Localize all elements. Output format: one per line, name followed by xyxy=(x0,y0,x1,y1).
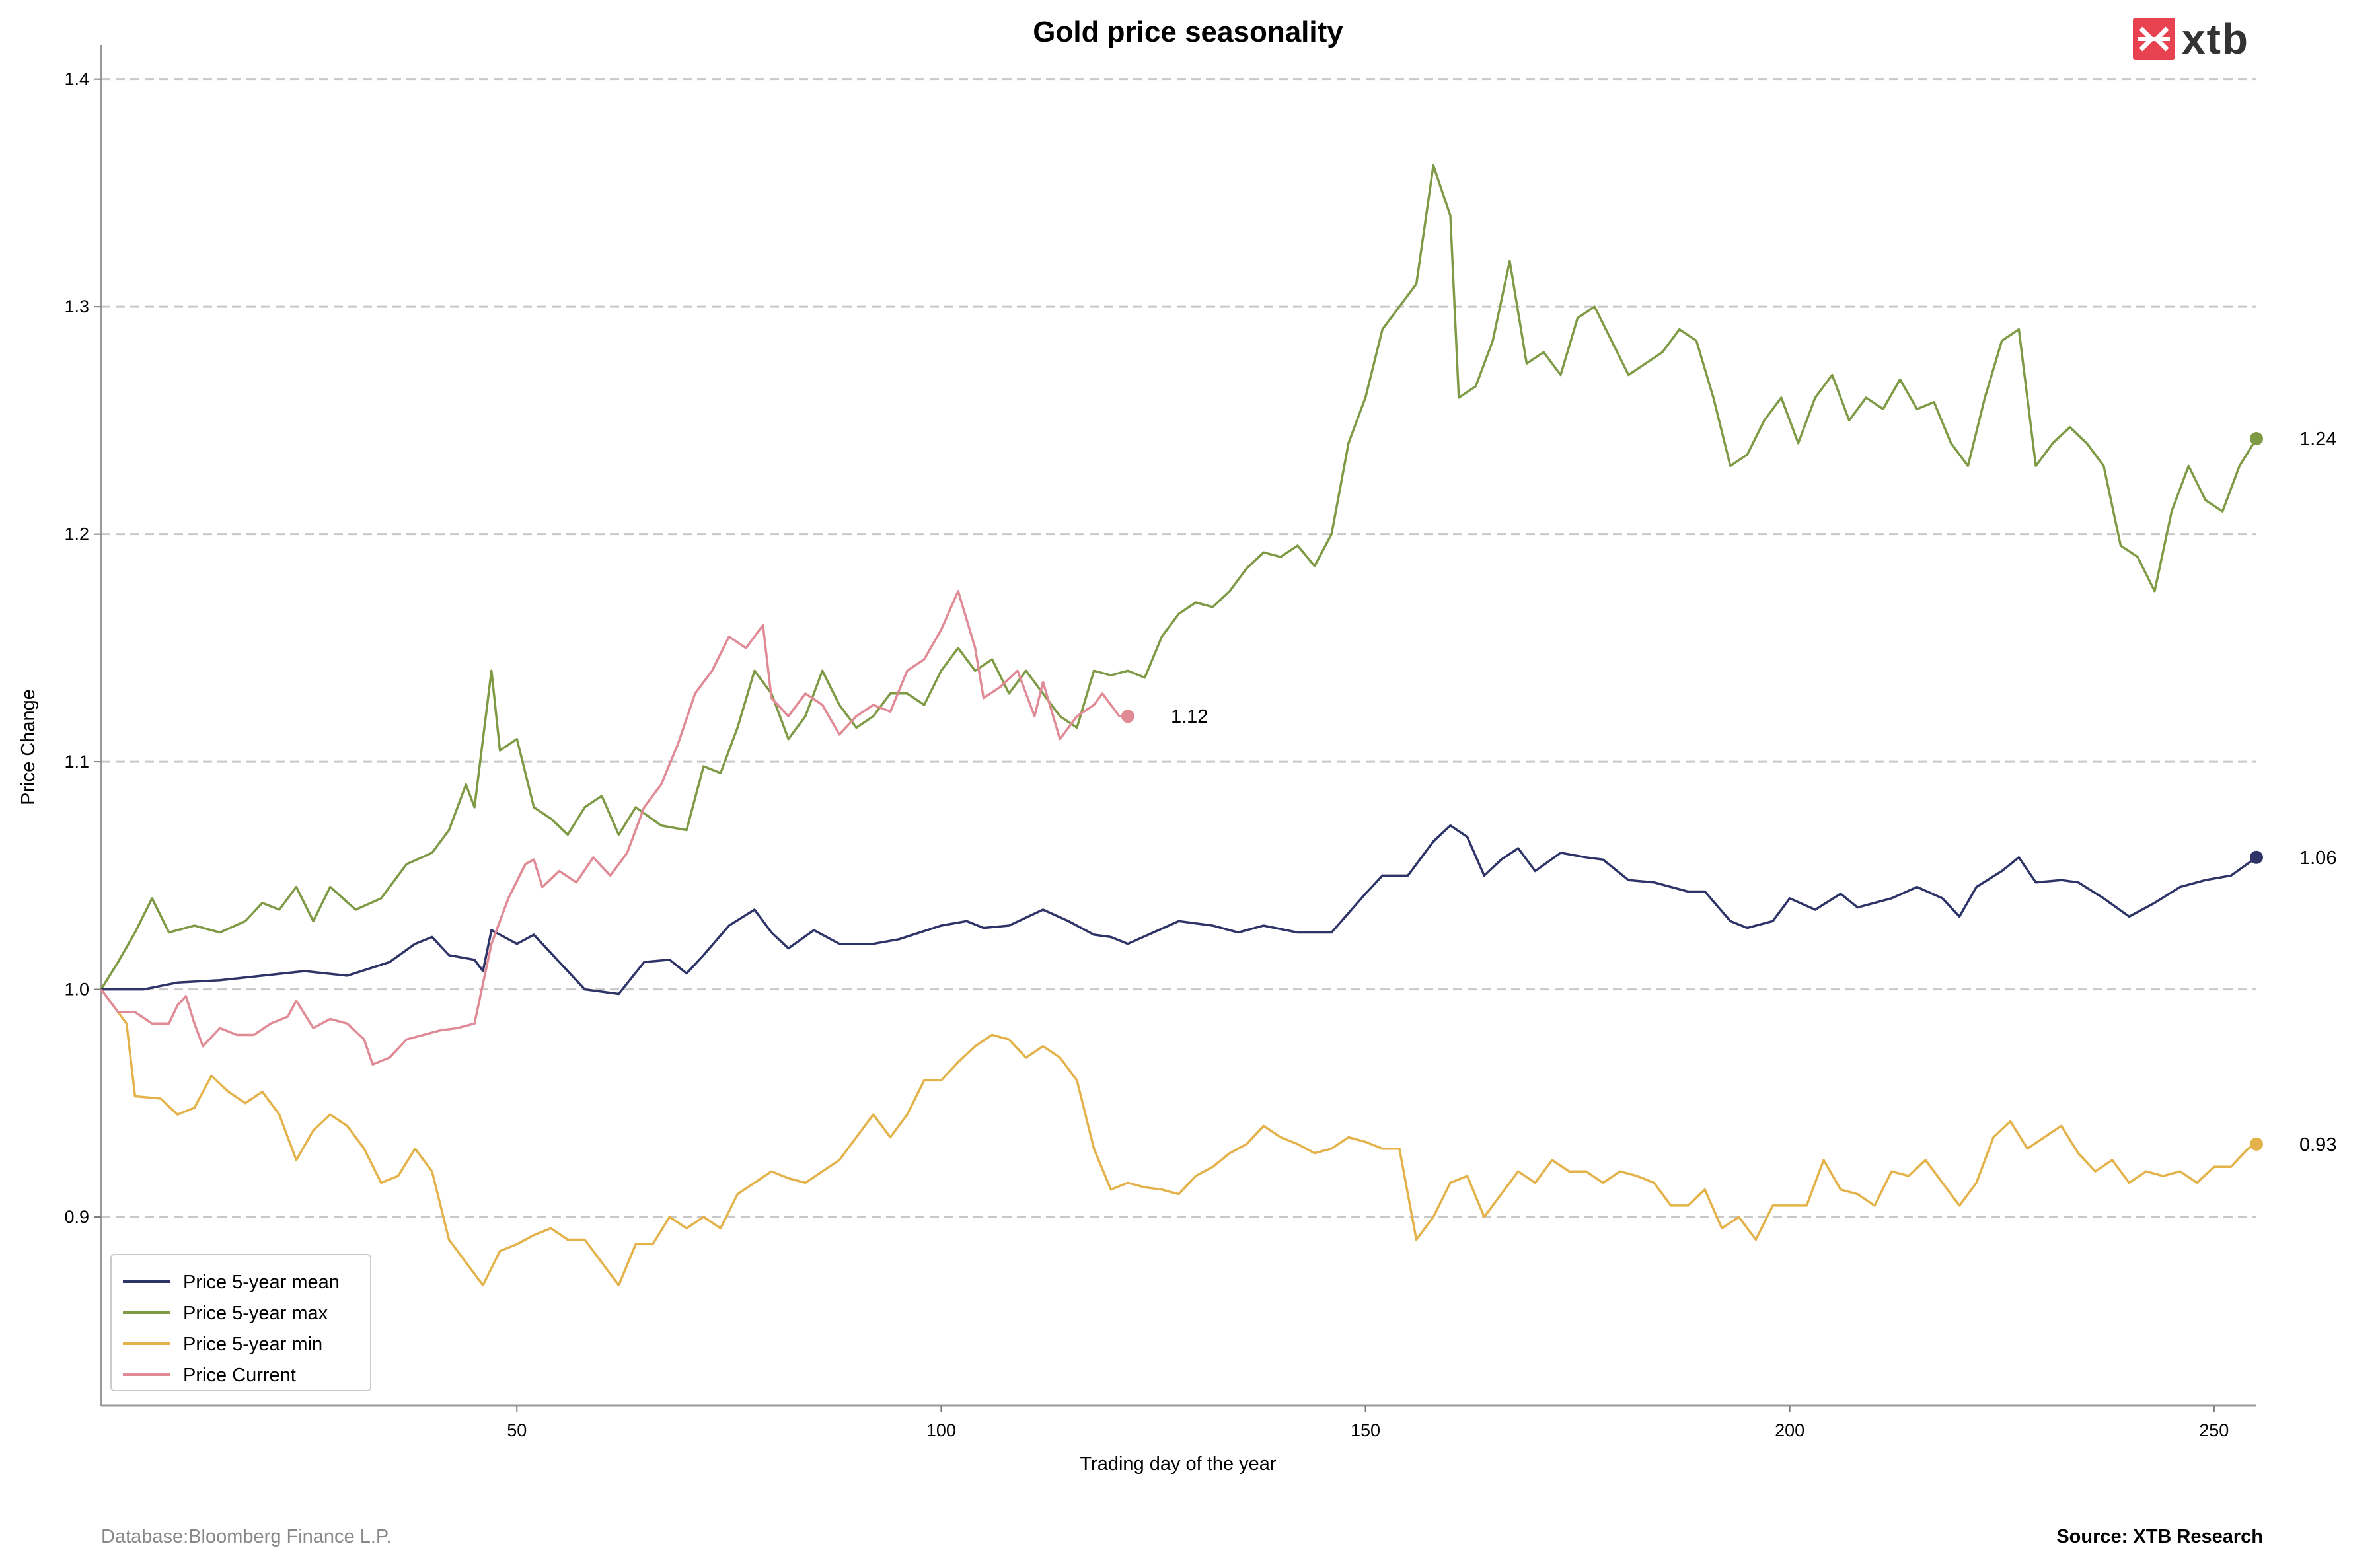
xtb-logo: xtb xyxy=(2133,17,2249,61)
y-tick-label: 1.3 xyxy=(64,297,89,316)
series-endpoint-marker xyxy=(2250,431,2263,445)
data-source-note: Database:Bloomberg Finance L.P. xyxy=(101,1526,392,1547)
legend-box xyxy=(110,1254,371,1391)
research-source-note: Source: XTB Research xyxy=(2056,1526,2263,1547)
legend-label: Price 5-year max xyxy=(183,1303,328,1324)
series-endpoint-marker xyxy=(2250,1137,2263,1151)
series-endpoint-marker xyxy=(1121,710,1134,723)
x-axis-title: Trading day of the year xyxy=(1080,1453,1276,1475)
series-end-label: 1.24 xyxy=(2299,429,2336,450)
x-tick-label: 200 xyxy=(1775,1420,1804,1440)
legend: Price 5-year mean Price 5-year max Price 5… xyxy=(110,1254,371,1391)
series-line xyxy=(101,824,2258,996)
gridlines xyxy=(101,78,2256,1218)
series-line xyxy=(100,164,2258,990)
y-ticks: 0.9 1.0 1.1 1.2 1.3 1.4 xyxy=(64,69,101,1227)
xtb-logo-mark-icon xyxy=(2133,18,2175,60)
series-endpoints: 1.24 0.93 1.06 1.12 xyxy=(1121,429,2336,1155)
series-end-label: 0.93 xyxy=(2299,1134,2336,1155)
y-tick-label: 0.9 xyxy=(64,1207,89,1227)
series-line xyxy=(100,590,1128,1066)
legend-label: Price Current xyxy=(183,1365,296,1386)
series-lines xyxy=(100,164,2258,1287)
series-endpoint-marker xyxy=(2250,850,2263,864)
x-tick-label: 150 xyxy=(1351,1420,1380,1440)
legend-label: Price 5-year mean xyxy=(183,1272,340,1293)
series-end-label: 1.06 xyxy=(2299,848,2336,869)
x-ticks: 50 100 150 200 250 xyxy=(507,1406,2229,1440)
series-end-label: 1.12 xyxy=(1171,706,1208,727)
y-tick-label: 1.1 xyxy=(64,752,89,772)
series-line xyxy=(100,988,2257,1287)
x-tick-label: 100 xyxy=(926,1420,956,1440)
y-axis-title: Price Change xyxy=(18,689,39,805)
xtb-logo-text: xtb xyxy=(2182,15,2249,63)
x-tick-label: 250 xyxy=(2199,1420,2229,1440)
y-tick-label: 1.2 xyxy=(64,525,89,544)
chart-title: Gold price seasonality xyxy=(1033,16,1343,48)
y-tick-label: 1.4 xyxy=(64,69,89,89)
y-tick-label: 1.0 xyxy=(64,980,89,1000)
x-tick-label: 50 xyxy=(507,1420,527,1440)
legend-label: Price 5-year min xyxy=(183,1334,322,1355)
